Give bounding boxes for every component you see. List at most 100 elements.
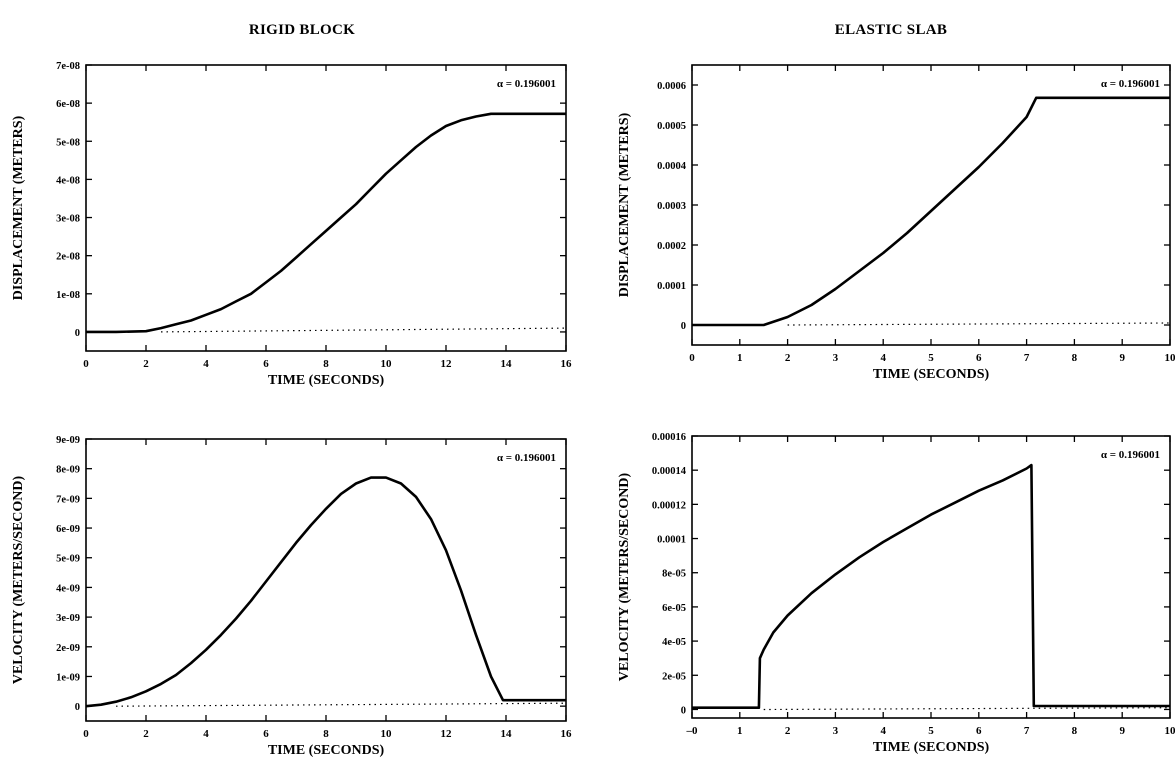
- plot-frame: [85, 64, 567, 352]
- y-tick-label: 2e-08: [56, 252, 80, 263]
- x-axis-label: TIME (SECONDS): [268, 743, 385, 758]
- x-tick-label: –0: [686, 725, 699, 737]
- y-tick-label: 0.0003: [657, 201, 686, 212]
- y-tick-label: 7e-09: [56, 494, 80, 505]
- y-tick-label: 4e-05: [662, 637, 686, 648]
- series-line-dotted: [763, 707, 1171, 711]
- y-tick-label: 8e-09: [56, 465, 80, 476]
- column-title-elastic-slab: ELASTIC SLAB: [834, 22, 948, 38]
- chart-elastic-velocity: –0 1 2 3 4 5 6 7 8 9 10 0 2e-05 4e-05 6e-05 8e-05 0.0001…: [617, 432, 1175, 755]
- x-axis-label: TIME (SECONDS): [268, 373, 385, 388]
- y-tick-label: 5e-08: [56, 137, 80, 148]
- x-tick-label: 8: [323, 358, 329, 370]
- y-tick-label: 0.00012: [652, 500, 686, 511]
- y-tick-label: 0: [681, 321, 686, 332]
- y-tick-label: 9e-09: [56, 435, 80, 446]
- x-tick-label: 1: [737, 725, 743, 737]
- series-line: [85, 476, 566, 708]
- x-tick-label: 0: [83, 728, 89, 740]
- x-axis-label: TIME (SECONDS): [873, 740, 990, 755]
- y-tick-label: 2e-05: [662, 671, 686, 682]
- x-tick-label: 7: [1024, 725, 1030, 737]
- x-tick-label: 14: [501, 358, 513, 370]
- x-tick-label: 7: [1024, 352, 1030, 364]
- y-tick-label: 0.00016: [652, 432, 686, 443]
- x-tick-label: 6: [263, 728, 269, 740]
- y-axis-label: VELOCITY (METERS/SECOND): [11, 475, 26, 684]
- alpha-annotation: α = 0.196001: [497, 78, 556, 90]
- column-title-rigid-block: RIGID BLOCK: [248, 22, 356, 38]
- x-tick-label: 1: [737, 352, 743, 364]
- y-axis-label: VELOCITY (METERS/SECOND): [617, 472, 632, 681]
- plot-frame: [691, 435, 1171, 719]
- plot-frame: [85, 438, 567, 722]
- x-tick-label: 2: [143, 728, 149, 740]
- series-line-dotted: [787, 322, 1171, 326]
- x-tick-label: 6: [976, 725, 982, 737]
- y-tick-label: 0.0005: [657, 121, 686, 132]
- x-tick-label: 6: [976, 352, 982, 364]
- y-tick-label: 6e-05: [662, 603, 686, 614]
- chart-rigid-velocity: 0 2 4 6 8 10 12 14 16 0 1e-09 2e-09 3e-09 4e-09 5e-09 6…: [11, 435, 572, 758]
- series-line-dotted: [115, 702, 567, 707]
- x-tick-label: 4: [203, 728, 209, 740]
- x-tick-label: 12: [441, 728, 453, 740]
- x-tick-label: 0: [689, 352, 695, 364]
- x-tick-label: 2: [785, 725, 791, 737]
- x-tick-label: 4: [203, 358, 209, 370]
- alpha-annotation: α = 0.196001: [1101, 78, 1160, 90]
- alpha-annotation: α = 0.196001: [497, 452, 556, 464]
- y-tick-label: 0.00014: [652, 466, 687, 477]
- alpha-annotation: α = 0.196001: [1101, 449, 1160, 461]
- y-tick-label: 3e-09: [56, 613, 80, 624]
- x-tick-label: 10: [1165, 352, 1175, 364]
- chart-elastic-displacement: 0 1 2 3 4 5 6 7 8 9 10 0 0.0001 0.0002 0.0003 0.0004 0.0…: [617, 64, 1175, 382]
- y-tick-label: 7e-08: [56, 61, 80, 72]
- x-tick-label: 6: [263, 358, 269, 370]
- y-tick-label: 0.0004: [657, 161, 687, 172]
- series-line: [692, 96, 1170, 327]
- x-axis-label: TIME (SECONDS): [873, 367, 990, 382]
- x-tick-label: 16: [561, 358, 573, 370]
- x-tick-label: 5: [928, 725, 934, 737]
- chart-rigid-displacement: 0 2 4 6 8 10 12 14 16 0 1e-08 2e-08 3e-08 4e-08 5e-08 6…: [11, 61, 572, 388]
- x-tick-label: 9: [1119, 725, 1125, 737]
- series-line: [692, 463, 1170, 710]
- x-tick-label: 3: [833, 352, 839, 364]
- y-tick-label: 0: [681, 705, 686, 716]
- y-tick-label: 1e-09: [56, 672, 80, 683]
- x-tick-label: 8: [1072, 725, 1078, 737]
- x-tick-label: 10: [1165, 725, 1175, 737]
- x-tick-label: 14: [501, 728, 513, 740]
- y-tick-label: 0: [75, 328, 80, 339]
- y-tick-label: 8e-05: [662, 569, 686, 580]
- x-tick-label: 2: [785, 352, 791, 364]
- x-tick-label: 2: [143, 358, 149, 370]
- x-tick-label: 3: [833, 725, 839, 737]
- x-tick-label: 4: [880, 352, 886, 364]
- plot-frame: [691, 64, 1171, 346]
- y-tick-label: 0.0001: [657, 535, 686, 546]
- y-tick-label: 6e-08: [56, 99, 80, 110]
- series-line-dotted: [160, 327, 567, 333]
- x-tick-label: 10: [381, 358, 393, 370]
- y-tick-label: 1e-08: [56, 290, 80, 301]
- x-tick-label: 8: [1072, 352, 1078, 364]
- y-axis-label: DISPLACEMENT (METERS): [617, 112, 632, 297]
- y-tick-label: 0.0002: [657, 241, 686, 252]
- x-tick-label: 5: [928, 352, 934, 364]
- y-tick-label: 2e-09: [56, 643, 80, 654]
- y-tick-label: 3e-08: [56, 214, 80, 225]
- y-tick-label: 4e-09: [56, 583, 80, 594]
- x-tick-label: 9: [1119, 352, 1125, 364]
- y-tick-label: 6e-09: [56, 524, 80, 535]
- x-tick-label: 0: [83, 358, 89, 370]
- x-tick-label: 8: [323, 728, 329, 740]
- x-tick-label: 16: [561, 728, 573, 740]
- y-tick-label: 0.0001: [657, 281, 686, 292]
- x-tick-label: 10: [381, 728, 393, 740]
- series-line: [86, 112, 566, 334]
- y-tick-label: 0.0006: [657, 81, 686, 92]
- y-tick-label: 0: [75, 702, 80, 713]
